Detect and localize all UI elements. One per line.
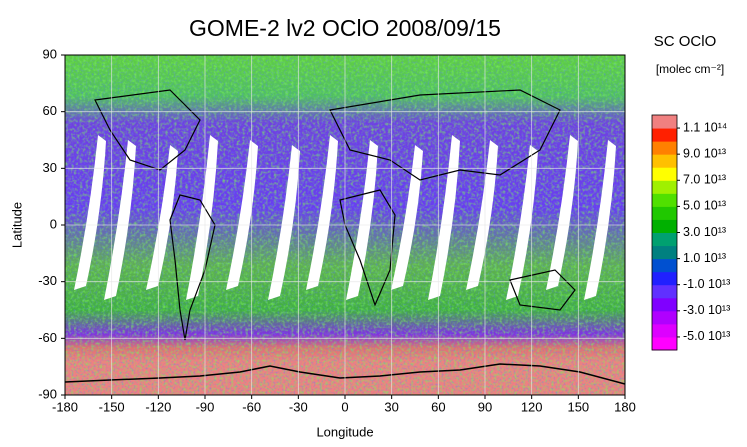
data-gap: [186, 135, 218, 300]
colorbar-segment: [652, 297, 677, 312]
y-tick-label: -90: [38, 386, 57, 401]
y-tick-label: -30: [38, 273, 57, 288]
chart-title: GOME-2 lv2 OClO 2008/09/15: [189, 15, 501, 41]
data-gap: [306, 135, 338, 290]
data-gap: [506, 145, 538, 300]
x-tick-label: 90: [478, 399, 492, 414]
colorbar-segment: [652, 128, 677, 142]
colorbar-tick-label: -5.0 10¹³: [683, 329, 730, 343]
colorbar-segment: [652, 245, 677, 260]
x-tick-label: -150: [99, 399, 125, 414]
colorbar-segment: [652, 206, 677, 220]
x-tick-label: -90: [196, 399, 215, 414]
grid: -180 -150 -120 -90 -60 -30 0 30 60 90 120 150 180 -90…: [38, 46, 636, 414]
colorbar-segment: [652, 323, 677, 338]
data-gap: [226, 140, 258, 290]
colorbar-tick-label: 1.0 10¹³: [683, 251, 726, 265]
data-gap: [428, 135, 460, 300]
x-tick-label: -180: [52, 399, 78, 414]
colorbar-units: [molec cm⁻²]: [656, 62, 724, 76]
y-axis-label: Latitude: [9, 202, 24, 248]
x-tick-label: 120: [521, 399, 543, 414]
data-gap: [584, 140, 616, 300]
colorbar-tick-label: 1.1 10¹⁴: [683, 120, 727, 134]
y-tick-label: 30: [43, 160, 57, 175]
data-gap: [146, 145, 178, 290]
colorbar-tick-label: 3.0 10¹³: [683, 225, 726, 239]
colorbar-segment: [652, 284, 677, 299]
y-tick-label: 60: [43, 103, 57, 118]
data-gaps: [74, 135, 616, 300]
colorbar-title: SC OClO: [654, 33, 717, 50]
y-tick-label: -60: [38, 330, 57, 345]
y-tick-label: 0: [50, 216, 57, 231]
x-tick-label: 0: [341, 399, 348, 414]
coastline: [94, 89, 576, 341]
coastline: [65, 363, 625, 385]
x-tick-label: 150: [567, 399, 589, 414]
x-tick-label: 30: [384, 399, 398, 414]
colorbar-segment: [652, 115, 677, 129]
x-tick-label: 60: [431, 399, 445, 414]
data-gap: [346, 140, 378, 300]
x-tick-label: -60: [242, 399, 261, 414]
colorbar: 1.1 10¹⁴ 9.0 10¹³ 7.0 10¹³ 5.0 10¹³ 3.0 10¹³…: [651, 114, 730, 351]
colorbar-segment: [652, 180, 677, 194]
data-gap: [466, 140, 498, 290]
y-tick-label: 90: [43, 46, 57, 61]
colorbar-segment: [652, 336, 677, 351]
colorbar-segment: [652, 271, 677, 286]
data-gap: [546, 135, 578, 290]
colorbar-segment: [652, 232, 677, 247]
colorbar-segment: [652, 193, 677, 207]
plot-frame: [64, 54, 626, 396]
colorbar-segment: [652, 310, 677, 325]
colorbar-tick-label: 5.0 10¹³: [683, 199, 726, 213]
colorbar-tick-label: 9.0 10¹³: [683, 146, 726, 160]
colorbar-tick-label: -3.0 10¹³: [683, 303, 730, 317]
colorbar-segment: [652, 141, 677, 155]
data-gap: [391, 145, 423, 290]
x-axis-label: Longitude: [316, 424, 373, 439]
x-tick-label: -120: [145, 399, 171, 414]
colorbar-tick-label: -1.0 10¹³: [683, 277, 730, 291]
colorbar-segment: [652, 258, 677, 273]
colorbar-segment: [652, 167, 677, 181]
colorbar-tick-label: 7.0 10¹³: [683, 173, 726, 187]
colorbar-segment: [652, 154, 677, 168]
x-tick-label: -30: [289, 399, 308, 414]
data-gap: [268, 145, 300, 300]
x-tick-label: 180: [614, 399, 636, 414]
data-gap: [74, 135, 106, 290]
colorbar-segment: [652, 219, 677, 233]
